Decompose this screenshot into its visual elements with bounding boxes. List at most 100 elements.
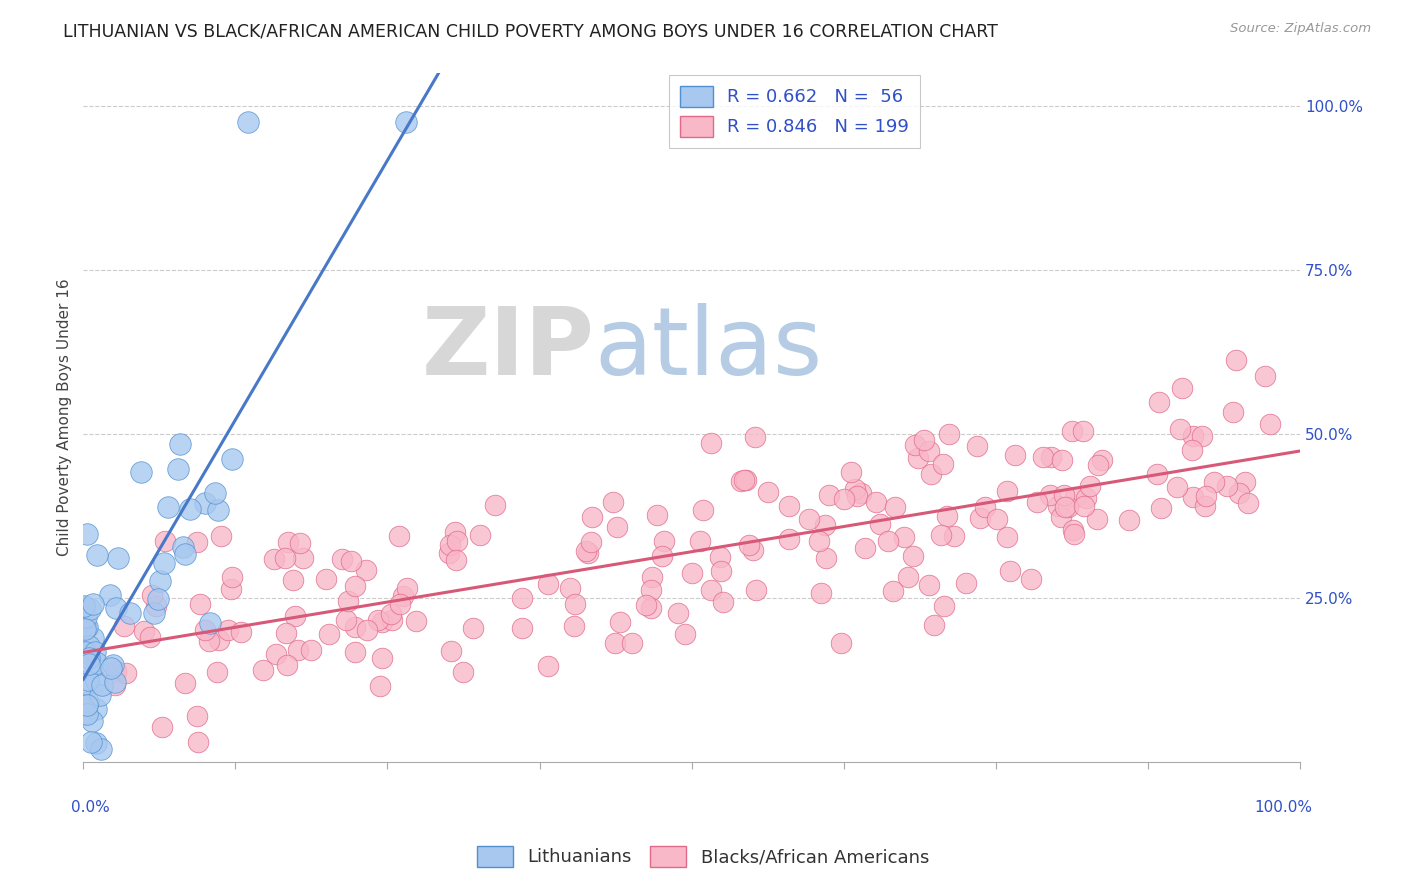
Point [221,452,243,467]
Point [922,617,945,632]
Point [621,636,644,650]
Point [839,465,862,479]
Point [344,620,367,634]
Point [904,437,927,451]
Point [882,583,904,598]
Point [932,457,955,471]
Point [673,627,696,641]
Point [388,529,411,543]
Point [153,557,176,571]
Point [336,594,359,608]
Point [288,536,311,550]
Point [98,588,121,602]
Point [1053,500,1076,515]
Point [112,619,135,633]
Point [1258,417,1281,431]
Point [283,609,305,624]
Point [1168,422,1191,436]
Point [76,706,98,721]
Point [1073,500,1095,514]
Point [72,707,94,722]
Point [1254,368,1277,383]
Point [287,643,309,657]
Point [194,623,217,637]
Y-axis label: Child Poverty Among Boys Under 16: Child Poverty Among Boys Under 16 [58,278,72,557]
Point [219,582,242,596]
Point [76,526,98,541]
Point [395,115,418,129]
Text: LITHUANIAN VS BLACK/AFRICAN AMERICAN CHILD POVERTY AMONG BOYS UNDER 16 CORRELATI: LITHUANIAN VS BLACK/AFRICAN AMERICAN CHI… [63,22,998,40]
Point [86,656,108,670]
Point [73,599,96,613]
Point [1063,526,1085,541]
Point [1040,450,1063,464]
Point [72,699,94,714]
Point [562,619,585,633]
Point [1234,475,1257,489]
Legend: R = 0.662   N =  56, R = 0.846   N = 199: R = 0.662 N = 56, R = 0.846 N = 199 [669,75,920,147]
Point [1118,513,1140,527]
Point [82,597,104,611]
Point [86,549,108,563]
Point [602,495,624,509]
Point [834,491,856,506]
Point [738,538,761,552]
Point [281,574,304,588]
Point [343,645,366,659]
Point [134,624,156,638]
Point [558,582,581,596]
Point [277,534,299,549]
Point [101,657,124,672]
Point [733,474,755,488]
Point [995,530,1018,544]
Point [104,678,127,692]
Point [76,620,98,634]
Point [1195,489,1218,503]
Point [853,541,876,555]
Point [1019,572,1042,586]
Point [208,632,231,647]
Point [299,642,322,657]
Point [169,437,191,451]
Point [846,489,869,503]
Point [149,574,172,588]
Point [77,651,100,665]
Point [510,621,533,635]
Point [510,591,533,605]
Point [1181,490,1204,504]
Point [252,663,274,677]
Point [935,508,957,523]
Point [778,500,800,514]
Point [451,665,474,680]
Point [745,583,768,598]
Point [461,621,484,635]
Point [1204,475,1226,489]
Point [692,503,714,517]
Point [609,615,631,630]
Point [799,512,821,526]
Point [893,530,915,544]
Point [844,482,866,496]
Point [1237,496,1260,510]
Point [918,578,941,592]
Point [274,550,297,565]
Point [869,517,891,532]
Point [380,607,402,621]
Point [1026,495,1049,509]
Point [1147,395,1170,409]
Point [699,582,721,597]
Point [172,540,194,554]
Point [439,538,461,552]
Point [186,709,208,723]
Point [229,625,252,640]
Point [912,433,935,447]
Point [89,689,111,703]
Point [645,508,668,522]
Point [807,533,830,548]
Point [1181,429,1204,443]
Point [82,631,104,645]
Point [75,622,97,636]
Point [814,518,837,533]
Point [150,720,173,734]
Point [139,630,162,644]
